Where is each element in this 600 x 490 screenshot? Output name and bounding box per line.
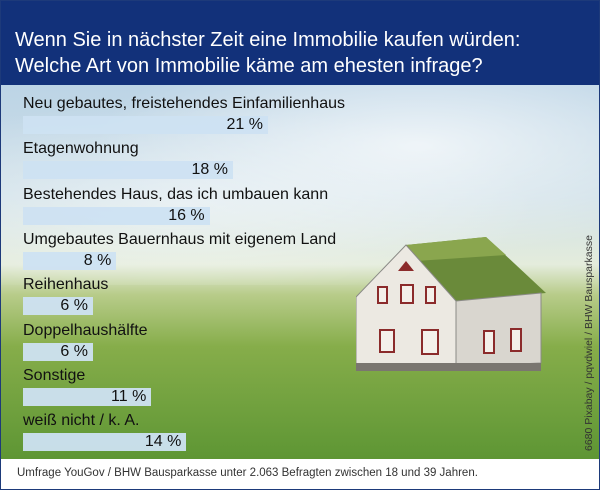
- bar: [23, 342, 93, 361]
- bar-value-label: 16 %: [168, 206, 205, 224]
- bar: [23, 161, 233, 180]
- bar-label: Etagenwohnung: [23, 140, 139, 158]
- bar-value-label: 14 %: [144, 433, 182, 451]
- bar: [23, 251, 117, 270]
- bar-value-label: 11 %: [111, 387, 147, 405]
- bar-value-label: 18 %: [191, 161, 228, 179]
- footer: Umfrage YouGov / BHW Bausparkasse unter …: [1, 459, 599, 489]
- chart-title: Wenn Sie in nächster Zeit eine Immobilie…: [15, 29, 521, 77]
- bar-value-label: 21 %: [226, 116, 263, 133]
- bar-label: Neu gebautes, freistehendes Einfamilienh…: [23, 95, 345, 112]
- bar: [23, 206, 210, 225]
- bar-value-label: 6 %: [60, 297, 88, 315]
- bar-value-label: 6 %: [60, 342, 88, 360]
- bar: [23, 387, 152, 406]
- bar-label: Bestehendes Haus, das ich umbauen kann: [23, 185, 329, 203]
- bar: [23, 116, 268, 134]
- photo-credit: 6680 Pixabay / pqvdwiel / BHW Bausparkas…: [583, 235, 595, 451]
- source-note: Umfrage YouGov / BHW Bausparkasse unter …: [17, 467, 478, 479]
- bar-value-label: 8 %: [83, 251, 112, 269]
- bar: [23, 297, 93, 316]
- header-banner: Wenn Sie in nächster Zeit eine Immobilie…: [1, 1, 599, 85]
- bar-label: weiß nicht / k. A.: [23, 412, 140, 430]
- bar-label: Doppelhaushälfte: [23, 321, 148, 339]
- house-illustration: [356, 237, 546, 371]
- bar-label: Umgebautes Bauernhaus mit eigenem Land: [23, 230, 337, 248]
- bar-label: Sonstige: [23, 366, 86, 384]
- background-photo: [1, 85, 599, 459]
- bar: [23, 433, 187, 452]
- bar-label: Reihenhaus: [23, 276, 109, 294]
